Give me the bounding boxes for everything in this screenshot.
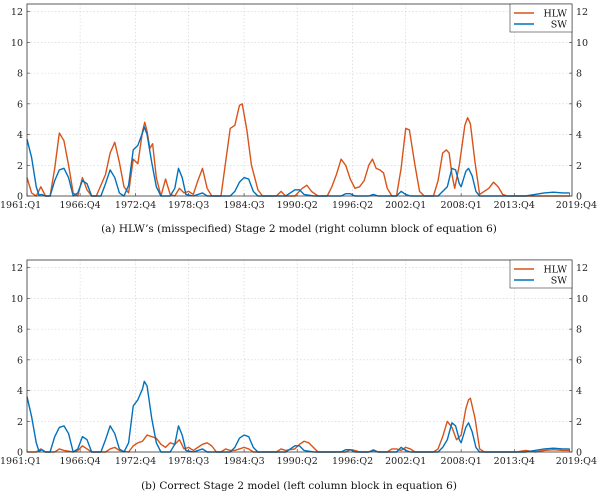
series-line-hlw	[26, 103, 570, 197]
y-tick-label-left: 0	[17, 192, 23, 203]
x-tick-label: 1972:Q4	[115, 200, 156, 211]
x-tick-label: 1996:Q2	[332, 456, 373, 467]
x-tick-label: 1996:Q2	[332, 200, 373, 211]
series-line-sw	[26, 380, 570, 453]
y-tick-label-left: 12	[11, 263, 23, 274]
y-tick-label-right: 6	[576, 355, 582, 366]
x-tick-label: 2002:Q1	[385, 456, 426, 467]
y-tick-label-left: 6	[17, 355, 23, 366]
x-tick-label: 2008:Q1	[441, 456, 482, 467]
plot-frame	[26, 259, 573, 453]
y-tick-label-right: 10	[576, 294, 588, 305]
x-tick-label: 1966:Q4	[60, 200, 101, 211]
x-tick-label: 1966:Q4	[60, 456, 101, 467]
x-tick-label: 2002:Q1	[385, 200, 426, 211]
y-tick-label-right: 4	[576, 130, 582, 141]
x-tick-label: 1978:Q3	[168, 200, 209, 211]
y-tick-label-left: 10	[11, 294, 23, 305]
x-tick-label: 1961:Q1	[0, 456, 41, 467]
y-tick-label-right: 2	[576, 417, 582, 428]
x-tick-label: 1978:Q3	[168, 456, 209, 467]
x-tick-label: 1972:Q4	[115, 456, 156, 467]
y-tick-label-left: 2	[17, 161, 23, 172]
legend-label-hlw: HLW	[543, 265, 567, 276]
series-line-hlw	[27, 397, 570, 453]
legend-label-sw: SW	[551, 20, 568, 31]
chart-panel-b: 0 0 2 2 4 4 6 6 8 8 10 10 12 12 1961:Q1 1966:Q4 1972:Q4 1…	[0, 259, 597, 492]
y-tick-label-left: 2	[17, 417, 23, 428]
x-tick-label: 1990:Q2	[277, 456, 318, 467]
x-tick-label: 2019:Q4	[556, 456, 597, 467]
x-tick-label: 2013:Q4	[494, 200, 535, 211]
y-tick-label-left: 10	[11, 38, 23, 49]
y-tick-label-right: 0	[576, 448, 582, 459]
x-tick-label: 1961:Q1	[0, 200, 41, 211]
y-tick-label-right: 8	[576, 325, 582, 336]
chart-panel-a: 0 0 2 2 4 4 6 6 8 8 10 10 12 12 1961:Q1 1966:Q4 1972:Q4 1…	[0, 3, 597, 235]
y-tick-label-left: 8	[17, 325, 23, 336]
plot-frame	[26, 3, 573, 197]
y-tick-label-right: 12	[576, 263, 588, 274]
legend-label-hlw: HLW	[543, 9, 567, 20]
y-tick-label-right: 6	[576, 99, 582, 110]
legend-box	[509, 3, 573, 33]
y-tick-label-right: 4	[576, 386, 582, 397]
x-tick-label: 1984:Q3	[223, 200, 264, 211]
y-tick-label-left: 6	[17, 99, 23, 110]
x-tick-label: 2008:Q1	[441, 200, 482, 211]
y-tick-label-left: 0	[17, 448, 23, 459]
y-tick-label-right: 8	[576, 69, 582, 80]
legend-box	[509, 259, 573, 289]
y-tick-label-right: 10	[576, 38, 588, 49]
legend-label-sw: SW	[551, 276, 568, 287]
x-tick-label: 2019:Q4	[556, 200, 597, 211]
x-tick-label: 1984:Q3	[223, 456, 264, 467]
y-tick-label-left: 8	[17, 69, 23, 80]
panel-caption: (b) Correct Stage 2 model (left column b…	[141, 480, 457, 492]
y-tick-label-left: 12	[11, 7, 23, 18]
panel-caption: (a) HLW’s (misspecified) Stage 2 model (…	[101, 223, 497, 235]
y-tick-label-right: 12	[576, 7, 588, 18]
series-line-sw	[26, 126, 570, 197]
y-tick-label-left: 4	[17, 386, 23, 397]
x-tick-label: 2013:Q4	[494, 456, 535, 467]
y-tick-label-left: 4	[17, 130, 23, 141]
x-tick-label: 1990:Q2	[277, 200, 318, 211]
y-tick-label-right: 0	[576, 192, 582, 203]
y-tick-label-right: 2	[576, 161, 582, 172]
